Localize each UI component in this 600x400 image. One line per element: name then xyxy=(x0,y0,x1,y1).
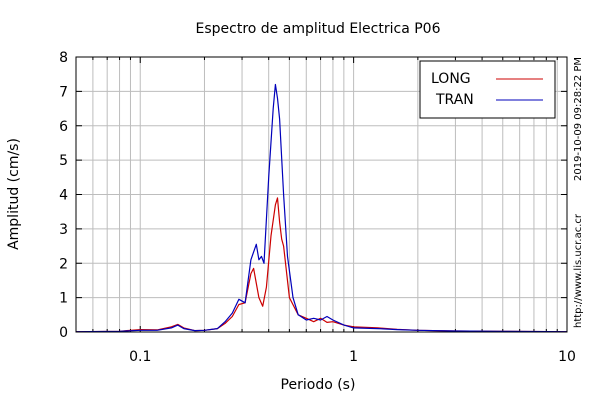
y-tick-label: 0 xyxy=(59,325,68,341)
x-tick-label: 1 xyxy=(349,349,358,365)
series-line-long xyxy=(75,197,568,333)
y-tick-label: 8 xyxy=(59,50,68,66)
y-tick-label: 4 xyxy=(59,188,68,204)
y-tick-label: 7 xyxy=(59,84,68,100)
legend-label-tran: TRAN xyxy=(435,92,474,108)
y-tick-label: 6 xyxy=(59,119,68,135)
chart-title: Espectro de amplitud Electrica P06 xyxy=(196,21,441,37)
x-tick-label: 0.1 xyxy=(129,349,151,365)
legend: LONG TRAN xyxy=(419,60,556,119)
plot-frame xyxy=(75,56,568,333)
x-tick-labels: 0.1 1 10 xyxy=(129,349,576,365)
y-tick-label: 1 xyxy=(59,291,68,307)
legend-box xyxy=(419,60,556,119)
x-axis-label: Periodo (s) xyxy=(281,377,356,393)
source-url-label: http://www.lis.ucr.ac.cr xyxy=(573,213,584,328)
x-tick-label: 10 xyxy=(558,349,576,365)
y-tick-label: 2 xyxy=(59,256,68,272)
y-tick-labels: 0 1 2 3 4 5 6 7 8 xyxy=(59,50,68,341)
timestamp-label: 2019-10-09 09:28:22 PM xyxy=(573,57,584,181)
y-axis-label: Amplitud (cm/s) xyxy=(6,138,22,250)
series-line-tran xyxy=(75,83,568,333)
y-tick-label: 3 xyxy=(59,222,68,238)
series-lines xyxy=(75,83,568,333)
y-tick-label: 5 xyxy=(59,153,68,169)
legend-label-long: LONG xyxy=(431,71,471,87)
